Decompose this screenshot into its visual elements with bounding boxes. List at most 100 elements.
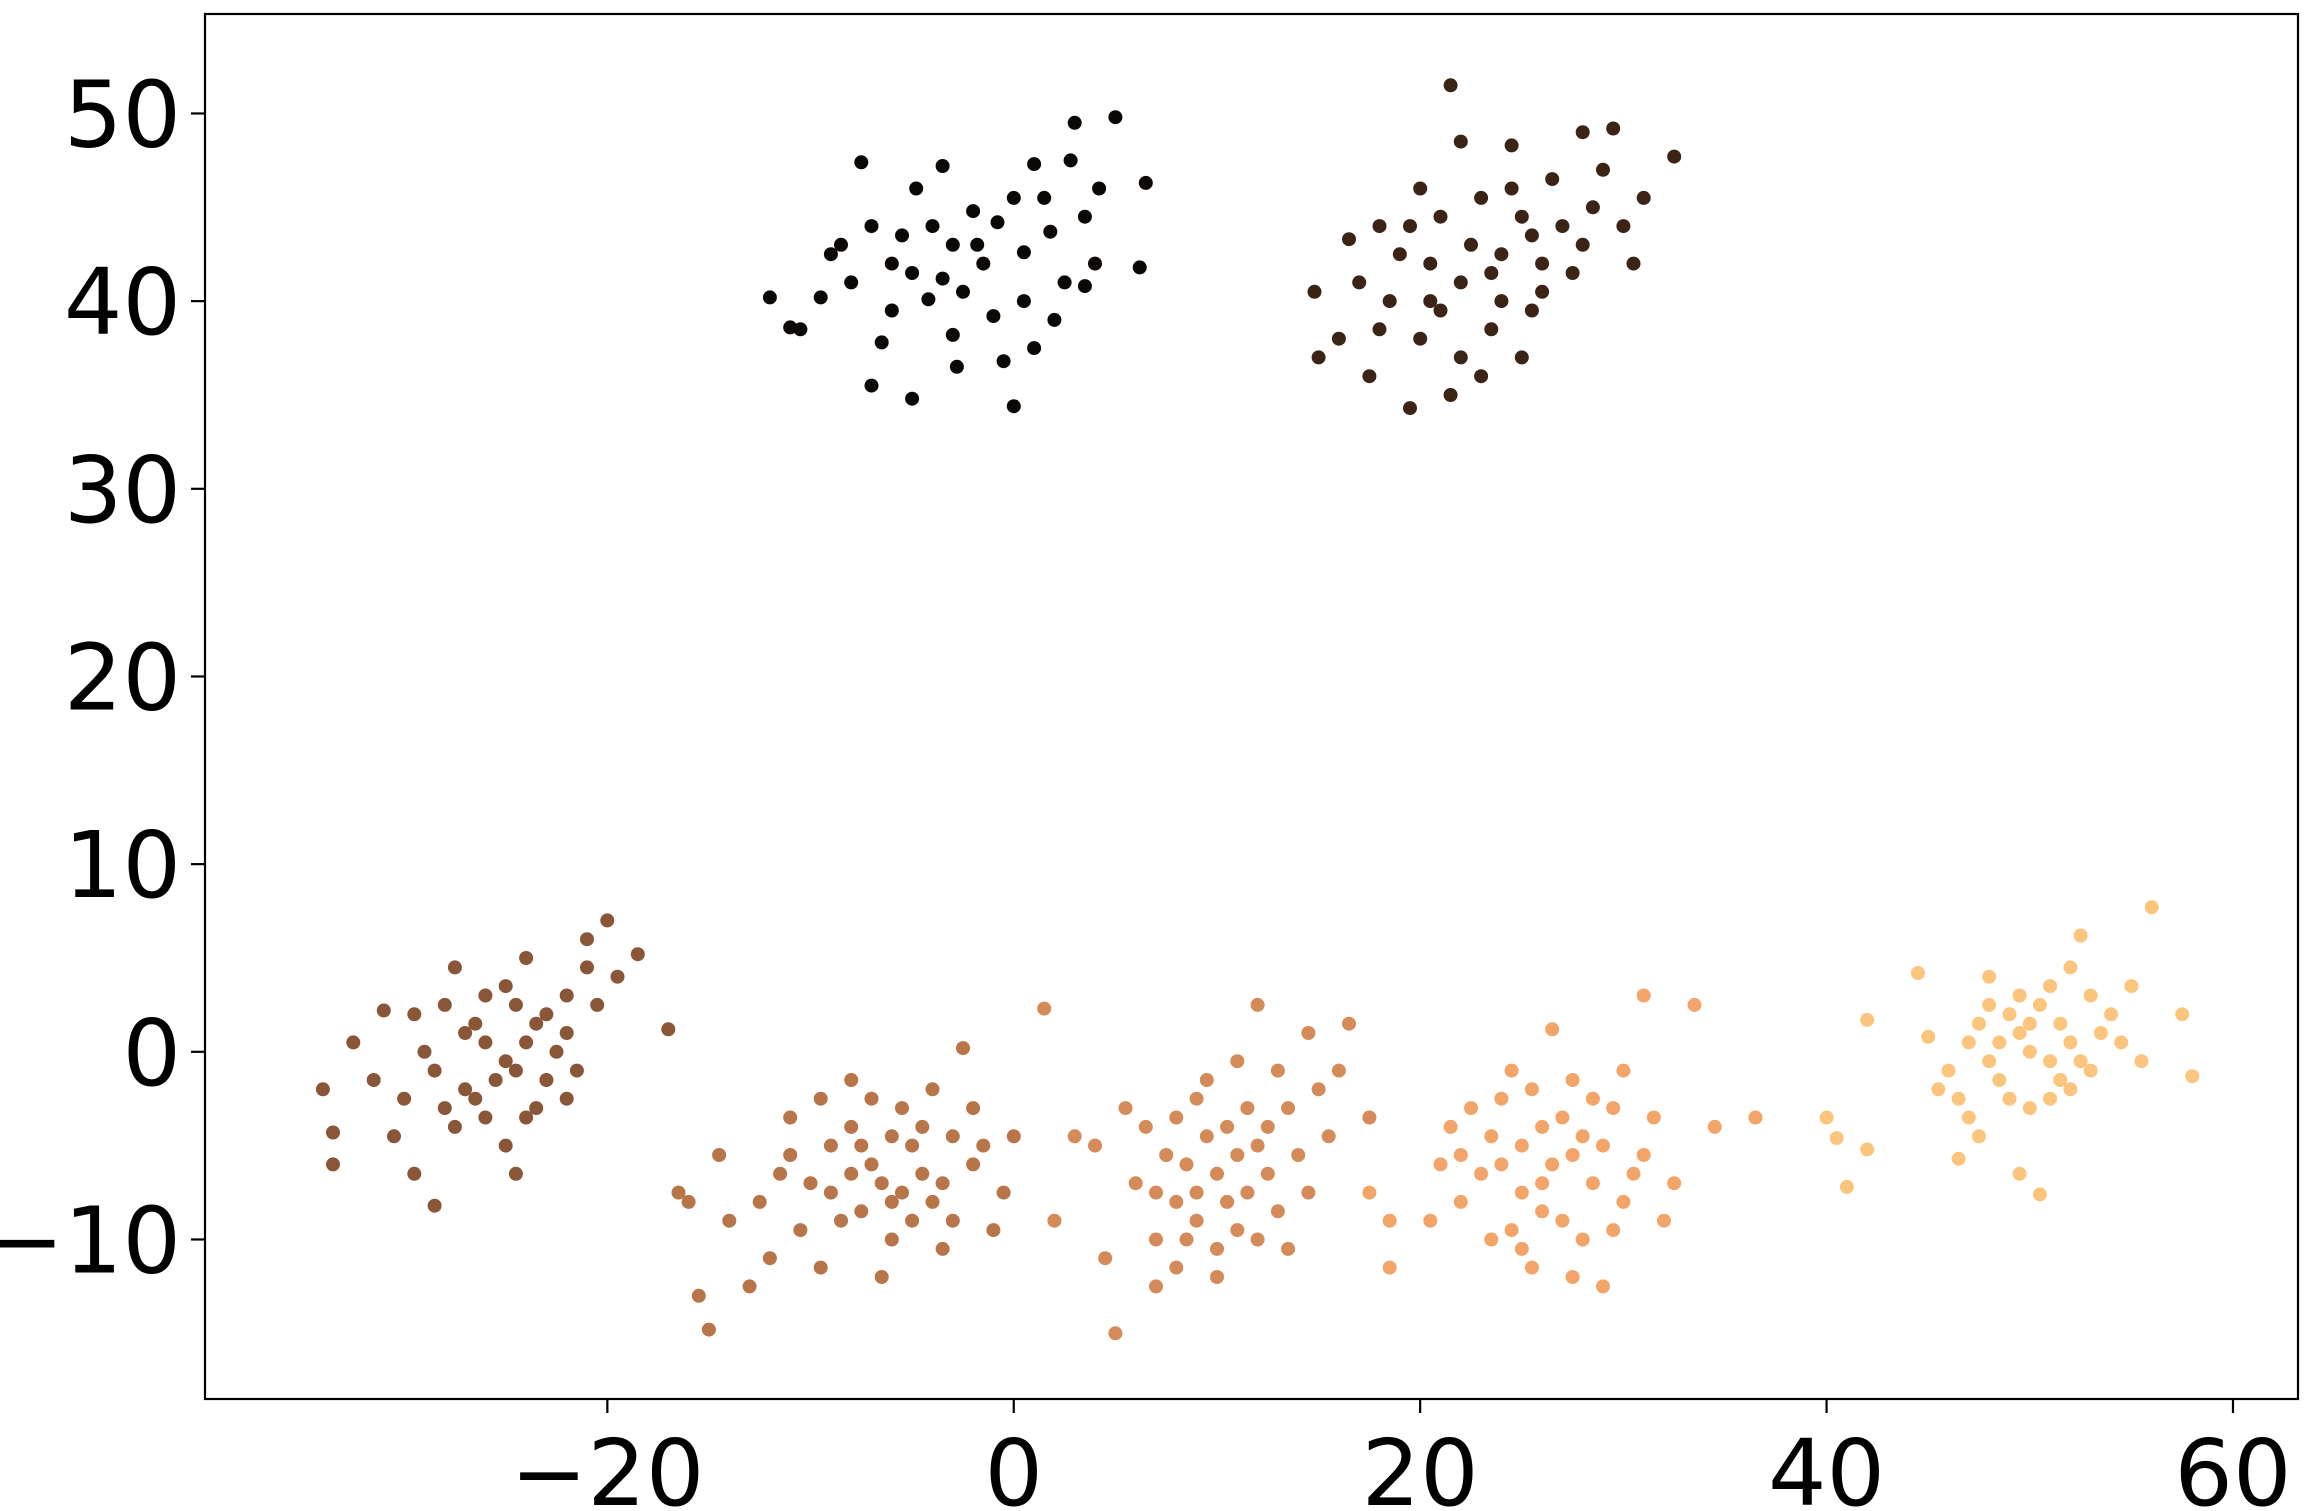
scatter-point-cluster-3-37 (519, 1035, 534, 1050)
y-tick-label-2: 0 (122, 1000, 181, 1107)
scatter-point-cluster-5-7 (1189, 1091, 1204, 1106)
scatter-point-cluster-3-33 (539, 1007, 554, 1022)
scatter-point-cluster-3-47 (559, 1026, 574, 1040)
scatter-point-cluster-4-27 (874, 1176, 889, 1191)
scatter-point-cluster-3-50 (569, 1063, 584, 1078)
scatter-point-cluster-6-10 (1646, 1110, 1661, 1125)
scatter-point-cluster-4-30 (895, 1101, 909, 1116)
scatter-point-cluster-6-18 (1382, 1260, 1397, 1275)
scatter-point-cluster-7-28 (2032, 997, 2047, 1012)
scatter-point-cluster-7-16 (1860, 1012, 1875, 1027)
scatter-point-cluster-4-26 (783, 1110, 798, 1125)
scatter-point-cluster-1-27 (1006, 399, 1021, 414)
scatter-point-cluster-2-29 (1636, 190, 1651, 205)
scatter-point-cluster-6-45 (1535, 1176, 1550, 1191)
scatter-point-cluster-7-29 (1982, 1054, 1997, 1069)
scatter-point-cluster-6-30 (1596, 1138, 1610, 1153)
scatter-point-cluster-3-27 (447, 1119, 462, 1134)
scatter-point-cluster-3-16 (346, 1035, 361, 1050)
y-tick-label-1: −10 (0, 1187, 181, 1294)
scatter-point-cluster-5-31 (1270, 1204, 1285, 1219)
scatter-point-cluster-2-44 (1331, 331, 1346, 346)
scatter-point-cluster-4-37 (966, 1101, 981, 1116)
scatter-point-cluster-5-15 (1047, 1213, 1062, 1228)
scatter-point-cluster-7-1 (2022, 1044, 2037, 1059)
scatter-point-cluster-6-11 (1687, 997, 1702, 1012)
scatter-point-cluster-2-50 (1616, 219, 1631, 234)
scatter-point-cluster-4-8 (884, 1232, 899, 1247)
scatter-point-cluster-7-13 (2185, 1069, 2200, 1084)
scatter-point-cluster-3-30 (508, 997, 523, 1012)
scatter-point-cluster-6-19 (1362, 1185, 1377, 1200)
scatter-point-cluster-7-17 (1921, 1029, 1936, 1044)
scatter-point-cluster-1-43 (905, 266, 920, 280)
scatter-point-cluster-2-16 (1504, 138, 1519, 153)
scatter-point-cluster-7-36 (2022, 1101, 2037, 1116)
plot-frame (203, 12, 2300, 1401)
scatter-point-cluster-2-6 (1555, 219, 1570, 234)
scatter-point-cluster-7-10 (2124, 979, 2139, 994)
scatter-point-cluster-2-24 (1474, 369, 1489, 384)
scatter-point-cluster-6-9 (1453, 1194, 1468, 1209)
scatter-point-cluster-6-38 (1636, 1148, 1651, 1162)
scatter-point-cluster-2-47 (1484, 266, 1499, 280)
scatter-point-cluster-1-8 (844, 275, 859, 290)
scatter-point-cluster-5-14 (1037, 1001, 1052, 1016)
scatter-point-cluster-4-29 (854, 1204, 869, 1219)
scatter-point-cluster-4-4 (925, 1194, 940, 1209)
scatter-point-cluster-6-28 (1585, 1176, 1600, 1191)
scatter-point-cluster-2-1 (1453, 275, 1468, 290)
scatter-point-cluster-1-40 (956, 284, 970, 299)
scatter-point-cluster-3-40 (498, 979, 513, 994)
scatter-point-cluster-4-17 (722, 1213, 737, 1228)
scatter-point-cluster-2-17 (1606, 121, 1621, 136)
scatter-point-cluster-1-48 (990, 215, 1005, 230)
scatter-point-cluster-2-7 (1433, 209, 1448, 224)
scatter-point-cluster-1-4 (1016, 245, 1031, 260)
scatter-point-cluster-4-48 (783, 1148, 798, 1162)
scatter-point-cluster-5-45 (1189, 1213, 1204, 1228)
scatter-point-cluster-3-26 (539, 1073, 554, 1087)
scatter-point-cluster-4-9 (966, 1157, 981, 1172)
scatter-point-cluster-5-1 (1210, 1166, 1224, 1181)
scatter-point-cluster-3-41 (387, 1129, 401, 1144)
scatter-point-cluster-2-27 (1545, 172, 1560, 187)
scatter-point-cluster-5-29 (1240, 1101, 1255, 1116)
scatter-point-cluster-5-35 (1128, 1176, 1143, 1191)
scatter-point-cluster-1-11 (895, 228, 909, 243)
scatter-point-cluster-7-37 (2073, 1054, 2088, 1069)
scatter-point-cluster-6-35 (1535, 1119, 1550, 1134)
scatter-point-cluster-7-41 (2104, 1007, 2119, 1022)
scatter-point-cluster-5-21 (1331, 1063, 1346, 1078)
scatter-point-cluster-1-9 (945, 327, 960, 342)
scatter-point-cluster-5-9 (1149, 1232, 1163, 1247)
scatter-point-cluster-6-37 (1464, 1101, 1478, 1116)
scatter-point-cluster-1-14 (864, 219, 879, 234)
scatter-point-cluster-6-17 (1382, 1213, 1397, 1228)
scatter-point-cluster-2-41 (1575, 237, 1590, 252)
scatter-point-cluster-1-1 (935, 271, 950, 286)
scatter-point-cluster-3-42 (326, 1125, 340, 1140)
scatter-point-cluster-2-28 (1307, 284, 1322, 299)
scatter-point-cluster-6-41 (1484, 1232, 1499, 1247)
scatter-point-cluster-5-43 (1149, 1185, 1163, 1200)
scatter-point-cluster-7-12 (2073, 928, 2088, 943)
scatter-point-cluster-7-18 (1819, 1110, 1834, 1125)
scatter-point-cluster-4-45 (844, 1166, 859, 1181)
scatter-point-cluster-1-18 (1027, 157, 1042, 172)
scatter-point-cluster-7-42 (2012, 988, 2027, 1003)
scatter-point-cluster-4-42 (874, 1270, 889, 1284)
scatter-point-cluster-6-25 (1504, 1063, 1519, 1078)
scatter-point-cluster-3-28 (549, 1044, 564, 1059)
y-tick-label-5: 30 (64, 437, 181, 544)
scatter-point-cluster-2-5 (1372, 322, 1387, 337)
scatter-point-cluster-3-1 (498, 1054, 513, 1069)
scatter-point-cluster-1-44 (823, 247, 838, 262)
scatter-point-cluster-5-19 (1169, 1260, 1184, 1275)
scatter-point-cluster-5-10 (1321, 1129, 1336, 1144)
scatter-point-cluster-4-39 (925, 1082, 940, 1097)
scatter-point-cluster-4-35 (905, 1213, 920, 1228)
scatter-point-cluster-7-19 (1839, 1179, 1854, 1194)
scatter-point-cluster-2-10 (1392, 247, 1407, 262)
